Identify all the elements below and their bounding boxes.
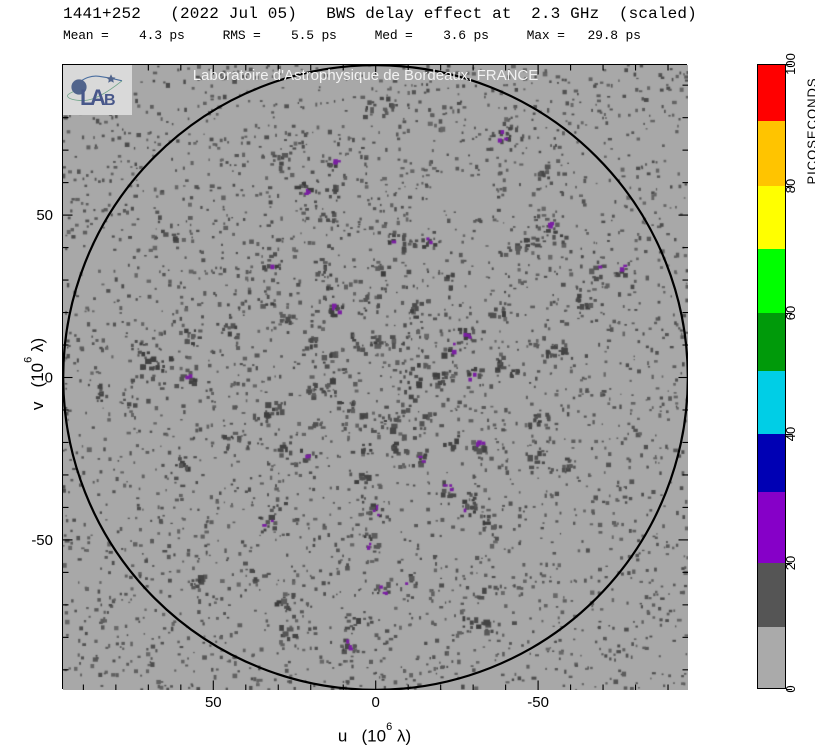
svg-text:50: 50 bbox=[205, 694, 222, 711]
svg-text:0: 0 bbox=[372, 694, 380, 711]
svg-text:-50: -50 bbox=[527, 694, 549, 711]
svg-text:B: B bbox=[104, 92, 116, 109]
